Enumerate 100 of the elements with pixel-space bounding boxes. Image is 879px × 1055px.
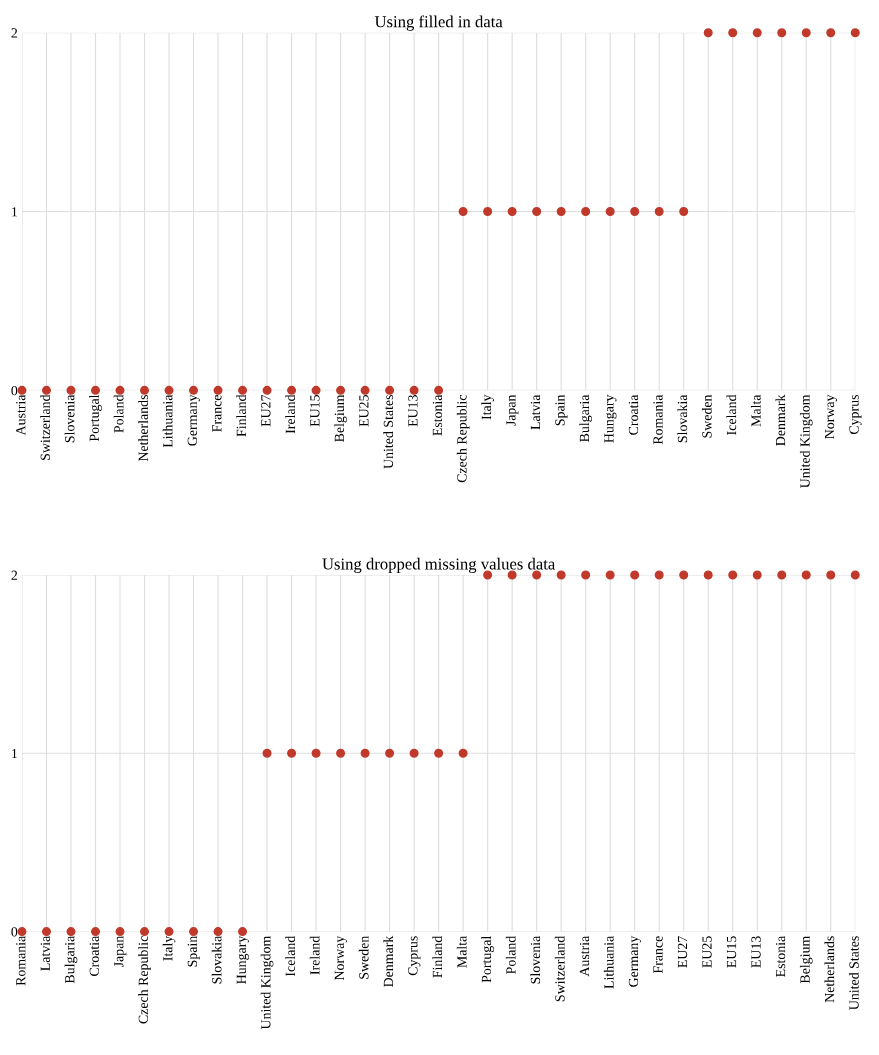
point [826,28,836,38]
x-tick-label: Bulgaria [64,935,78,984]
x-tick-label: Switzerland [40,394,50,460]
x-tick-label: Slovakia [677,394,688,443]
point [850,28,860,38]
point [238,385,248,395]
x-tick-label: Austria [16,394,26,436]
point [262,385,272,395]
x-tick-label: EU27 [261,394,271,427]
point [262,748,272,758]
x-tick-label: Sweden [358,935,369,979]
point [41,385,51,395]
x-tick-label: Slovenia [64,394,75,443]
y-tick-label: 1 [12,207,17,217]
x-tick-label: Poland [113,394,124,433]
x-tick-label: Austria [579,935,590,977]
x-tick-label: Switzerland [554,935,565,1002]
x-tick-label: Croatia [89,935,99,977]
x-tick-label: Spain [555,394,568,426]
chart-title: Using dropped missing values data [322,557,556,574]
x-tick-label: Bulgaria [579,394,592,442]
point [287,385,297,395]
point [801,28,811,38]
x-tick-label: United Kingdom [260,935,274,1030]
y-tick-label: 0 [11,385,18,396]
point [311,385,321,395]
point [654,207,664,217]
x-tick-label: United States [848,936,859,1010]
x-tick-label: Romania [16,935,26,986]
point [385,748,395,758]
point [434,748,444,758]
x-tick-label: Ireland [309,935,320,975]
x-tick-label: Portugal [481,936,494,983]
point [654,570,664,580]
x-tick-label: Romania [653,394,663,445]
x-tick-label: Latvia [530,394,541,430]
x-tick-label: Norway [334,935,347,981]
point [728,28,738,38]
x-tick-label: Lithuania [162,394,173,448]
point [752,28,762,38]
point [850,570,860,580]
point [311,748,321,758]
x-tick-label: EU13 [408,395,418,427]
x-tick-label: EU25 [702,936,712,968]
x-tick-label: United States [383,395,394,469]
x-tick-label: Poland [505,935,516,974]
point [115,385,125,395]
point [238,927,248,937]
x-tick-label: Malta [456,935,467,968]
point [213,927,223,937]
point [164,385,174,395]
point [66,385,76,395]
x-tick-label: Italy [162,935,176,961]
point [679,207,689,217]
point [605,207,615,217]
x-tick-label: Belgium [334,394,347,442]
x-tick-label: United Kingdom [799,394,813,488]
point [801,570,811,580]
x-tick-label: Czech Republic [138,936,151,1024]
point [140,927,150,937]
x-tick-label: Lithuania [603,935,614,989]
point [630,207,640,217]
chart-title: Using filled in data [374,15,503,31]
point [17,385,27,395]
x-tick-label: Estonia [432,394,443,436]
point [679,570,689,580]
x-tick-label: Iceland [726,394,737,435]
y-tick-label: 1 [12,748,17,759]
x-tick-label: Slovenia [530,935,541,984]
point [777,28,787,38]
x-tick-label: Germany [187,394,200,446]
point [385,385,395,395]
y-tick-label: 0 [11,927,18,937]
x-tick-label: Italy [481,394,494,420]
point [434,385,444,395]
x-tick-label: Germany [628,935,641,987]
x-tick-label: Japan [506,394,519,426]
point [189,927,199,937]
x-tick-label: Denmark [383,935,394,988]
point [115,927,125,937]
x-tick-label: Netherlands [138,395,148,462]
point [189,385,199,395]
x-tick-label: Croatia [628,394,639,435]
x-tick-label: Latvia [40,935,50,971]
point [581,207,591,217]
point [483,570,493,580]
point [66,927,76,937]
x-tick-label: Finland [236,394,247,437]
point [164,927,174,937]
x-tick-label: Hungary [236,935,249,984]
point [507,207,517,217]
x-tick-label: Malta [750,394,761,427]
point [556,570,566,580]
point [409,385,419,395]
x-tick-label: Denmark [775,394,786,446]
x-tick-label: Slovakia [211,935,222,984]
point [336,385,346,395]
point [458,207,468,217]
x-tick-label: Cyprus [849,395,862,435]
point [826,570,836,580]
